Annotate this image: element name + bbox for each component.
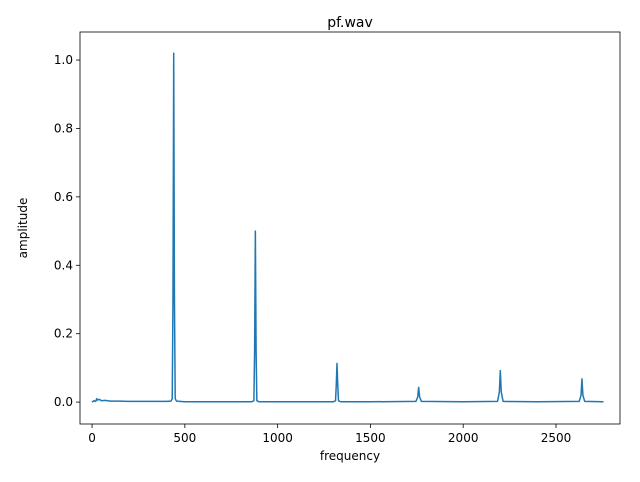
x-tick-label: 0 <box>88 431 96 445</box>
y-tick-label: 0.2 <box>54 327 73 341</box>
x-tick-label: 500 <box>173 431 196 445</box>
x-tick-label: 1000 <box>262 431 293 445</box>
y-tick-label: 0.6 <box>54 190 73 204</box>
plot-frame <box>79 31 621 425</box>
y-tick-label: 1.0 <box>54 53 73 67</box>
x-tick-label: 2500 <box>541 431 572 445</box>
chart-title: pf.wav <box>327 15 373 31</box>
y-tick-label: 0.0 <box>54 395 73 409</box>
data-line <box>91 52 604 403</box>
x-axis-label: frequency <box>320 449 380 463</box>
y-tick-label: 0.4 <box>54 258 73 272</box>
y-tick-label: 0.8 <box>54 121 73 135</box>
y-axis-label: amplitude <box>16 198 30 259</box>
x-tick-label: 1500 <box>355 431 386 445</box>
x-tick-label: 2000 <box>448 431 479 445</box>
